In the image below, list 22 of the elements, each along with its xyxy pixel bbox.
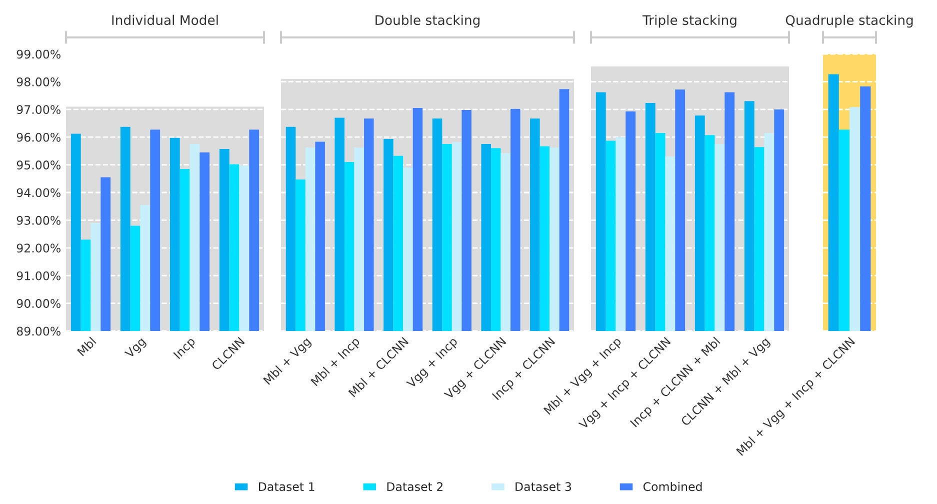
y-tick-label: 95.00%: [16, 160, 60, 170]
legend-label: Dataset 2: [387, 482, 442, 492]
y-tick-label: 96.00%: [16, 132, 60, 142]
chart-title: Quadruple stacking: [786, 14, 913, 28]
y-tick-label: 98.00%: [16, 77, 60, 86]
legend-label: Dataset 1: [258, 482, 314, 492]
chart-title: Individual Model: [112, 14, 218, 26]
y-tick-label: 97.00%: [16, 105, 60, 114]
y-tick-label: 92.00%: [16, 244, 60, 253]
y-tick-label: 91.00%: [16, 271, 60, 280]
y-tick-label: 90.00%: [16, 299, 60, 308]
x-tick-label: Mbl: [76, 336, 96, 356]
y-tick-label: 93.00%: [16, 216, 60, 225]
x-tick-label: Vgg: [124, 336, 148, 360]
x-tick-label: Incp: [173, 336, 198, 361]
chart-title: Double stacking: [376, 14, 480, 28]
y-tick-label: 99.00%: [16, 50, 60, 59]
y-tick-label: 94.00%: [16, 188, 60, 198]
y-tick-label: 89.00%: [16, 326, 60, 336]
legend-label: Dataset 3: [516, 482, 572, 492]
legend-label: Combined: [643, 482, 702, 492]
chart-title: Triple stacking: [642, 14, 736, 28]
